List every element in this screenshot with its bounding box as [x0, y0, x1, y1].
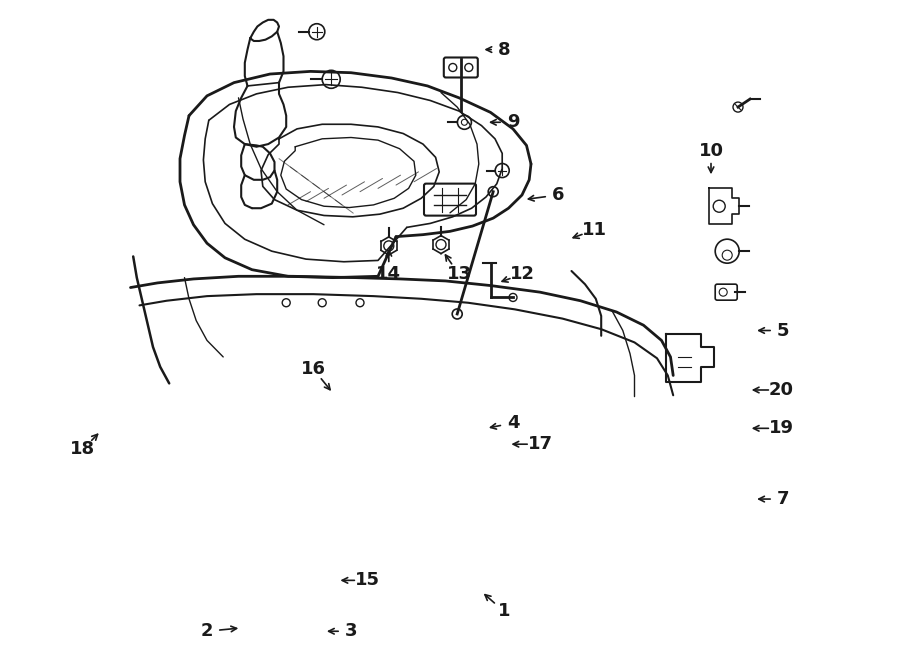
Text: 7: 7: [777, 490, 789, 508]
Text: 2: 2: [201, 622, 213, 641]
Text: 4: 4: [507, 414, 519, 432]
Text: 11: 11: [581, 221, 607, 239]
Text: 9: 9: [507, 113, 519, 132]
Text: 15: 15: [355, 571, 380, 590]
Circle shape: [319, 299, 326, 307]
Text: 20: 20: [769, 381, 794, 399]
Text: 5: 5: [777, 321, 789, 340]
Text: 1: 1: [498, 602, 510, 621]
Text: 8: 8: [498, 40, 510, 59]
Text: 13: 13: [446, 265, 472, 284]
Text: 16: 16: [301, 360, 326, 378]
Circle shape: [488, 186, 499, 197]
Circle shape: [356, 299, 364, 307]
Text: 10: 10: [698, 141, 724, 160]
Text: 3: 3: [345, 622, 357, 641]
Text: 6: 6: [552, 186, 564, 204]
Text: 18: 18: [70, 440, 95, 459]
Text: 12: 12: [509, 265, 535, 284]
Text: 17: 17: [527, 435, 553, 453]
Circle shape: [283, 299, 290, 307]
Text: 19: 19: [769, 419, 794, 438]
Text: 14: 14: [376, 265, 401, 284]
